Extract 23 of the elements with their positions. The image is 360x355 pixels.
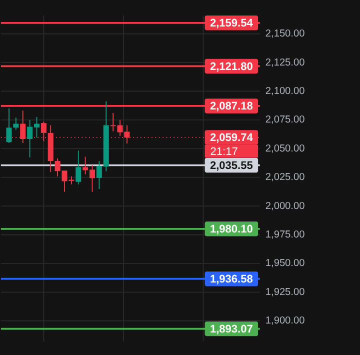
y-tick-label: 1,975.00 <box>265 230 306 241</box>
candlestick <box>13 117 19 130</box>
ref-line-label: 1,980.10 <box>210 224 253 236</box>
y-tick-label: 1,950.00 <box>265 258 306 270</box>
y-tick-label: 2,075.00 <box>265 114 306 126</box>
ref-line-label: 2,059.74 <box>210 132 254 144</box>
ref-line-label: 1,893.07 <box>210 323 253 336</box>
ref-line-label: 2,035.55 <box>210 160 253 172</box>
y-tick-label: 2,050.00 <box>265 143 306 154</box>
y-tick-label: 2,150.00 <box>265 28 306 40</box>
candlestick <box>76 150 82 185</box>
candlestick <box>6 108 12 144</box>
annotation: 21:17 <box>210 146 238 158</box>
y-tick-label: 1,900.00 <box>265 316 306 327</box>
y-tick-label: 1,925.00 <box>265 286 306 298</box>
y-tick-label: 2,000.00 <box>265 200 306 212</box>
ref-line-label: 1,936.58 <box>210 274 253 286</box>
ref-line-label: 2,121.80 <box>210 60 253 73</box>
ref-line-label: 2,087.18 <box>210 100 253 113</box>
y-tick-label: 2,125.00 <box>265 57 306 68</box>
y-tick-label: 2,025.00 <box>265 172 306 184</box>
y-tick-label: 2,100.00 <box>265 86 306 98</box>
ref-line-label: 2,159.54 <box>210 18 254 30</box>
